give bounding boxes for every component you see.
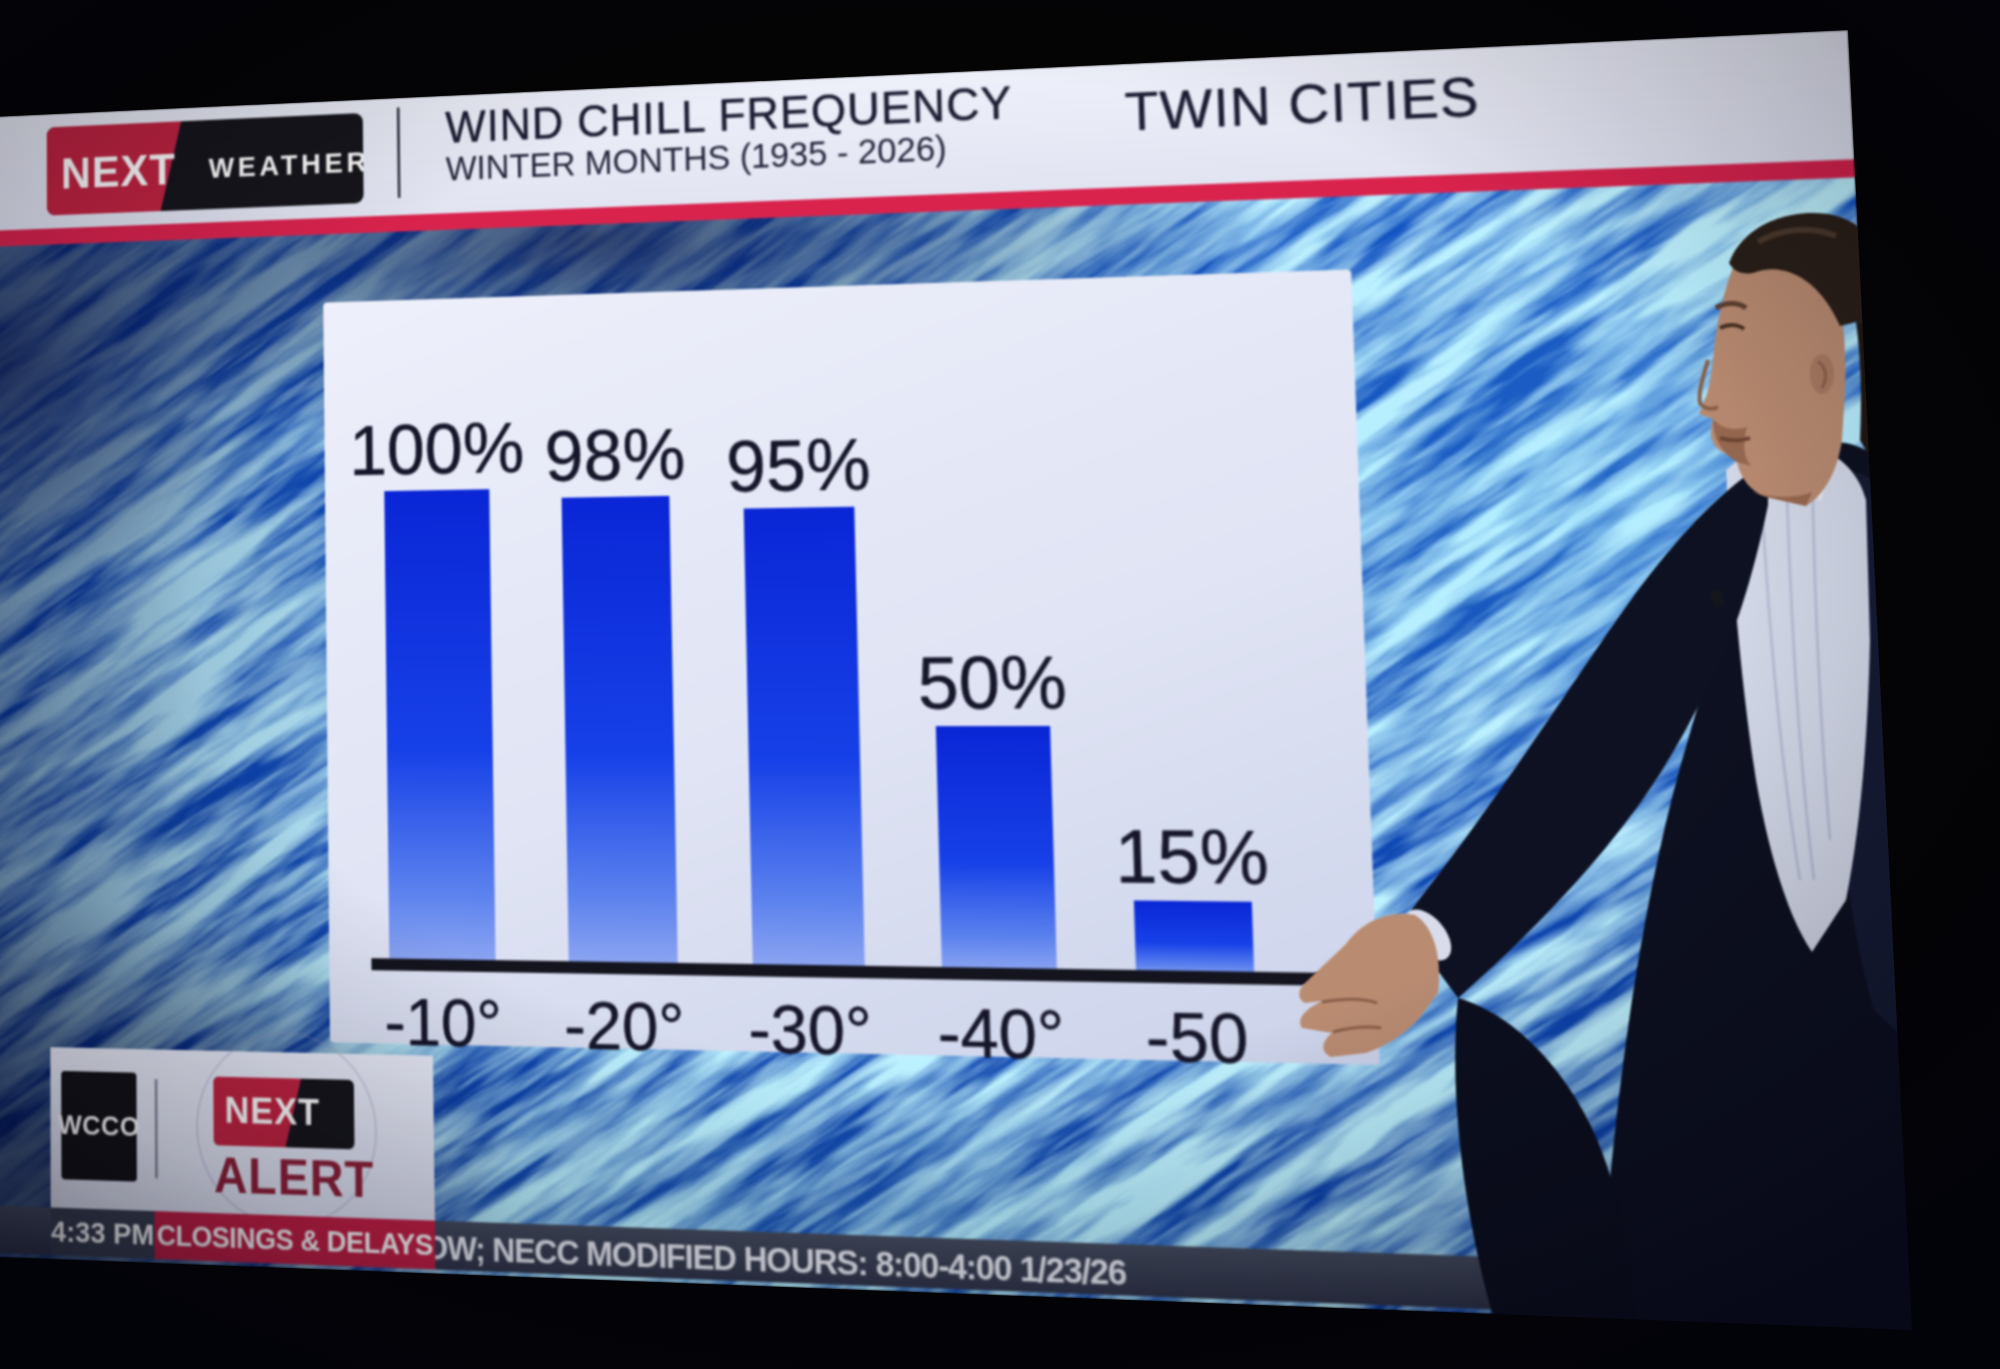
tv-photo: NEXT WEATHER WIND CHILL FREQUENCY WINTER… — [0, 0, 2000, 1369]
tv-bezel — [0, 0, 2000, 1369]
